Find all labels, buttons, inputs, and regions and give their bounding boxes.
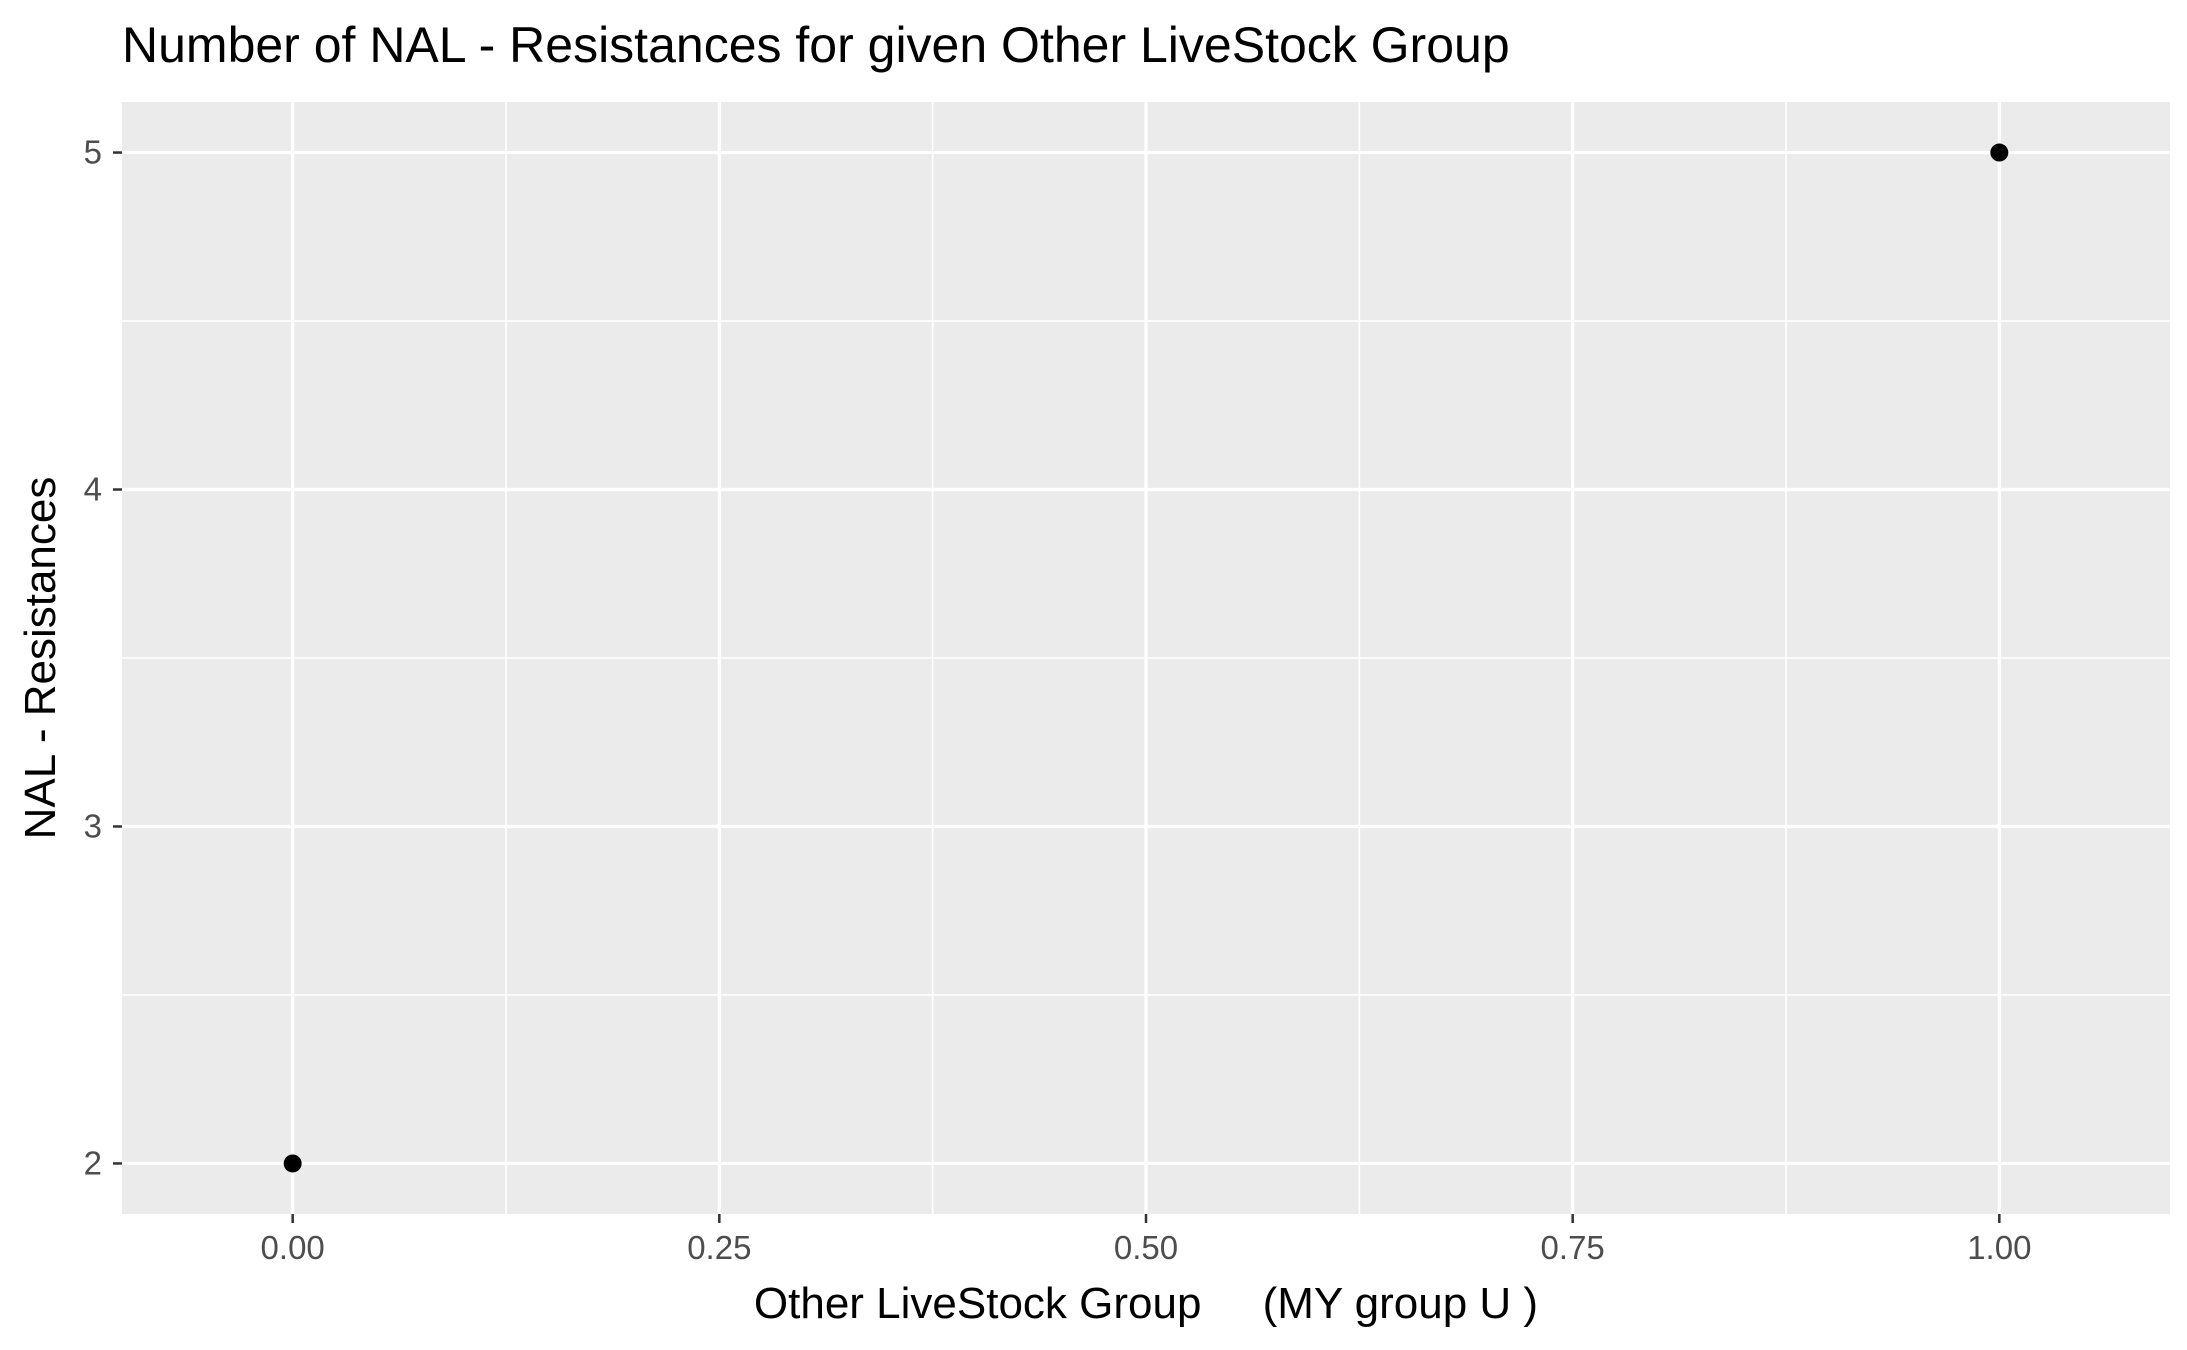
data-point [283,1154,302,1173]
y-tick-label: 2 [84,1144,102,1181]
y-tick-label: 4 [84,471,102,508]
x-tick-label: 1.00 [1967,1229,2031,1266]
y-tick-label: 5 [84,134,102,171]
grid-major [122,102,2170,1214]
y-tick-label: 3 [84,807,102,844]
x-tick-label: 0.00 [261,1229,325,1266]
data-point [1990,143,2009,162]
data-points [283,143,2009,1173]
x-axis-title: Other LiveStock Group (MY group U ) [754,1279,1538,1328]
x-tick-label: 0.25 [687,1229,751,1266]
x-axis: 0.00 0.25 0.50 0.75 1.00 [261,1214,2031,1266]
x-tick-label: 0.50 [1114,1229,1178,1266]
y-axis: 2 3 4 5 [84,134,122,1181]
chart-title: Number of NAL - Resistances for given Ot… [122,17,1510,73]
y-axis-title: NAL - Resistances [16,477,65,840]
x-tick-label: 0.75 [1541,1229,1605,1266]
